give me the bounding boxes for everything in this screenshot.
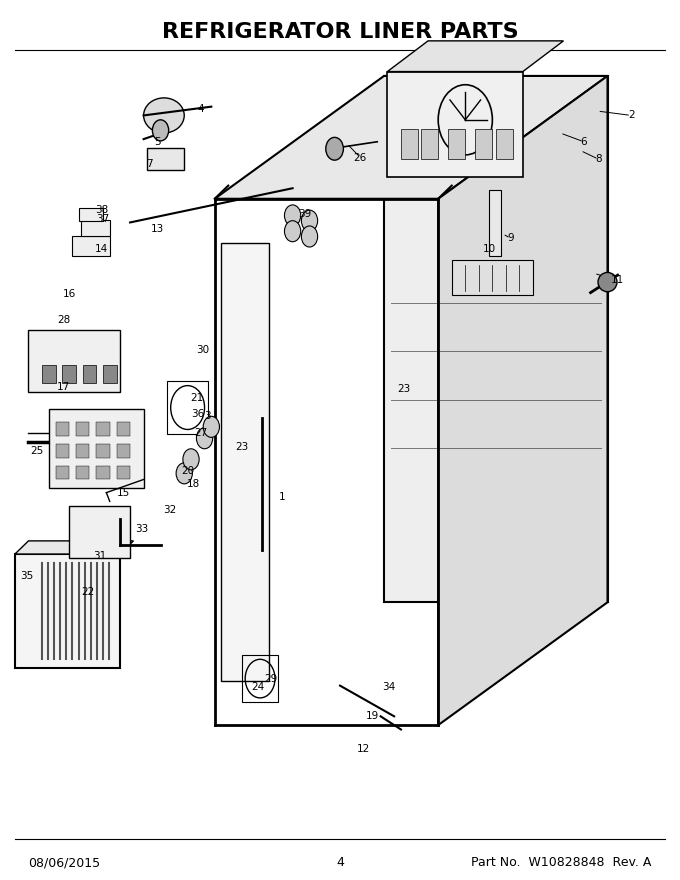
Bar xyxy=(116,466,130,480)
Text: 25: 25 xyxy=(30,445,44,456)
Text: 37: 37 xyxy=(97,214,109,224)
Polygon shape xyxy=(222,243,269,681)
Text: 4: 4 xyxy=(336,856,344,869)
Polygon shape xyxy=(15,554,120,668)
Circle shape xyxy=(197,428,213,449)
Text: 33: 33 xyxy=(135,524,149,534)
Text: 39: 39 xyxy=(298,209,311,218)
FancyBboxPatch shape xyxy=(452,260,533,296)
Text: 8: 8 xyxy=(596,154,602,165)
Text: REFRIGERATOR LINER PARTS: REFRIGERATOR LINER PARTS xyxy=(162,22,518,42)
Text: 28: 28 xyxy=(57,315,70,325)
Polygon shape xyxy=(438,76,607,725)
Text: 23: 23 xyxy=(398,385,411,394)
Bar xyxy=(103,365,116,383)
Text: 10: 10 xyxy=(482,244,496,253)
Text: 36: 36 xyxy=(191,408,205,419)
Circle shape xyxy=(152,120,169,141)
Text: 27: 27 xyxy=(194,428,208,438)
Circle shape xyxy=(284,221,301,242)
Text: 1: 1 xyxy=(279,492,286,502)
Text: 35: 35 xyxy=(20,571,34,581)
Bar xyxy=(422,128,438,159)
Text: 12: 12 xyxy=(357,744,371,754)
Ellipse shape xyxy=(598,273,617,292)
Bar xyxy=(82,220,109,236)
Bar xyxy=(63,365,76,383)
Text: 29: 29 xyxy=(265,673,277,684)
Bar xyxy=(56,422,69,436)
Text: 16: 16 xyxy=(63,290,75,299)
Bar xyxy=(475,128,492,159)
Text: 20: 20 xyxy=(181,466,194,476)
Text: 7: 7 xyxy=(146,158,152,169)
Polygon shape xyxy=(384,76,607,602)
Text: 34: 34 xyxy=(382,682,395,693)
Bar xyxy=(147,148,184,170)
Bar xyxy=(56,444,69,458)
Polygon shape xyxy=(215,76,607,199)
Text: 18: 18 xyxy=(186,479,200,489)
Circle shape xyxy=(301,210,318,231)
Bar xyxy=(496,128,513,159)
Text: 22: 22 xyxy=(82,587,95,597)
Circle shape xyxy=(326,137,343,160)
Bar xyxy=(76,422,90,436)
Text: 13: 13 xyxy=(150,224,164,234)
Text: 19: 19 xyxy=(366,711,379,722)
Text: 31: 31 xyxy=(93,551,106,561)
Circle shape xyxy=(183,449,199,470)
Bar xyxy=(448,128,465,159)
Text: 14: 14 xyxy=(95,244,107,253)
Bar xyxy=(80,208,103,221)
Polygon shape xyxy=(49,409,143,488)
Text: 9: 9 xyxy=(507,233,514,243)
Bar xyxy=(42,365,56,383)
Text: 17: 17 xyxy=(57,383,70,392)
Circle shape xyxy=(301,226,318,247)
Polygon shape xyxy=(69,506,130,559)
Text: 24: 24 xyxy=(251,682,264,693)
Bar xyxy=(56,466,69,480)
Circle shape xyxy=(284,205,301,226)
Circle shape xyxy=(203,416,220,437)
Text: 5: 5 xyxy=(154,136,160,147)
Polygon shape xyxy=(388,40,564,71)
Bar xyxy=(242,655,278,702)
Polygon shape xyxy=(29,330,120,392)
Bar xyxy=(96,444,109,458)
Bar xyxy=(73,237,109,256)
Text: Part No.  W10828848  Rev. A: Part No. W10828848 Rev. A xyxy=(471,856,651,869)
Text: 15: 15 xyxy=(117,488,130,497)
Text: 6: 6 xyxy=(581,136,587,147)
Bar xyxy=(116,444,130,458)
Ellipse shape xyxy=(143,98,184,133)
Text: 38: 38 xyxy=(95,205,108,216)
Text: 32: 32 xyxy=(163,505,176,515)
Bar xyxy=(96,422,109,436)
Text: 26: 26 xyxy=(354,152,367,163)
Text: 3: 3 xyxy=(205,411,211,422)
Text: 21: 21 xyxy=(190,392,203,403)
Text: 30: 30 xyxy=(197,345,209,355)
Bar xyxy=(76,444,90,458)
Bar xyxy=(76,466,90,480)
Polygon shape xyxy=(388,71,523,177)
Text: 23: 23 xyxy=(235,442,248,452)
Circle shape xyxy=(176,463,192,484)
Bar xyxy=(96,466,109,480)
Text: 11: 11 xyxy=(611,275,624,285)
Bar xyxy=(167,381,208,434)
Polygon shape xyxy=(15,541,133,554)
Bar xyxy=(83,365,96,383)
Bar xyxy=(489,190,501,256)
Bar xyxy=(116,422,130,436)
Text: 2: 2 xyxy=(628,110,634,121)
Bar xyxy=(401,128,418,159)
Text: 4: 4 xyxy=(198,105,205,114)
Text: 08/06/2015: 08/06/2015 xyxy=(29,856,101,869)
